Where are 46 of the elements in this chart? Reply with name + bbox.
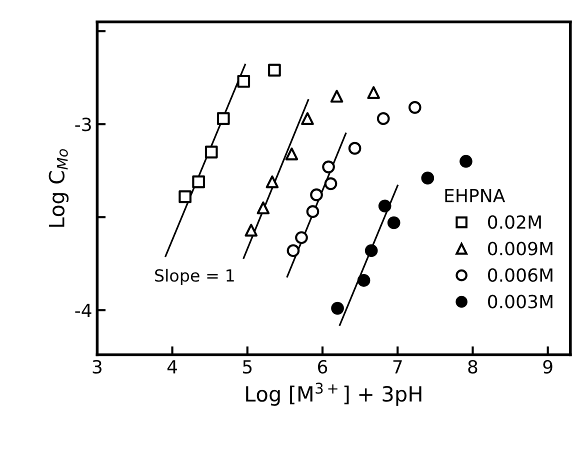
y-tick-label: -3 [75, 118, 91, 132]
point [204, 146, 218, 158]
x-tick-label: 6 [318, 360, 328, 374]
x-tick-label: 7 [393, 360, 402, 374]
legend-label: 0.009M [488, 242, 552, 256]
point [322, 160, 335, 174]
point [295, 231, 308, 244]
point [301, 112, 314, 125]
point [421, 172, 434, 185]
point [256, 201, 270, 214]
point [266, 175, 279, 188]
point [460, 154, 472, 168]
annotation: Slope = 1 [155, 268, 234, 286]
legend-label: 0.003M [488, 294, 552, 308]
point [348, 142, 362, 155]
point [216, 112, 230, 125]
y-axis-title: Log C$_{Mo}$ [48, 149, 69, 227]
point [367, 86, 380, 99]
point [330, 90, 344, 103]
point [408, 100, 422, 114]
point [285, 147, 298, 160]
x-tick-label: 3 [92, 360, 102, 374]
point [237, 74, 250, 88]
x-tick-label: 5 [243, 360, 252, 374]
point [268, 64, 281, 77]
point [310, 188, 323, 202]
point [376, 112, 390, 125]
x-tick-label: 9 [543, 360, 552, 374]
point [286, 244, 300, 258]
point [244, 224, 258, 237]
point [324, 177, 338, 190]
point [306, 205, 320, 218]
y-tick-label: -4 [75, 304, 92, 318]
legend-title: EHPNA [445, 188, 506, 202]
point [387, 216, 400, 230]
x-tick-label: 4 [167, 360, 178, 374]
point [331, 302, 344, 315]
point [357, 274, 370, 287]
legend-label: 0.006M [488, 268, 552, 282]
point [192, 175, 206, 188]
point [178, 190, 192, 204]
x-tick-label: 8 [468, 360, 478, 374]
point [364, 244, 378, 258]
point [378, 200, 392, 212]
x-axis-title: Log [M$^{3+}$] + 3pH [246, 382, 422, 406]
legend-label: 0.02M [488, 215, 541, 229]
